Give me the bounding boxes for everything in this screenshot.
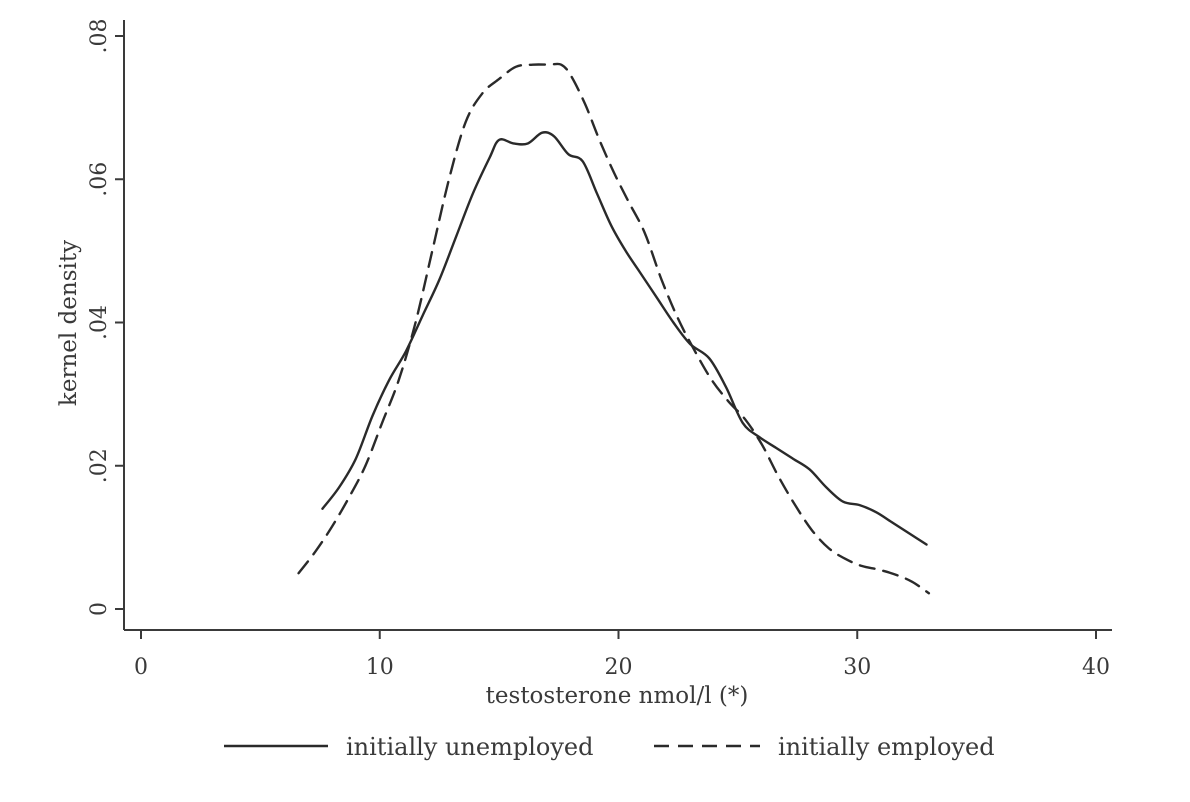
y-tick-label: 0 [87,602,112,616]
y-ticks: 0 .02 .04 .06 .08 [87,19,124,616]
y-tick-label: .06 [87,162,112,197]
x-ticks: 0 10 20 30 40 [134,630,1110,680]
legend-label-initially-employed: initially employed [778,733,995,761]
y-tick-label: .08 [87,19,112,54]
y-tick-label: .02 [87,448,112,483]
x-tick-label: 0 [134,655,148,680]
x-tick-label: 30 [843,655,871,680]
series-group [297,62,931,595]
series-line-initially-unemployed [321,131,928,546]
x-tick-label: 40 [1082,655,1110,680]
x-tick-label: 10 [366,655,394,680]
y-axis-title: kernel density [56,240,82,406]
series-line-initially-employed [297,62,931,595]
y-tick-label: .04 [87,305,112,340]
legend-label-initially-unemployed: initially unemployed [346,733,593,761]
legend: initially unemployed initially employed [224,733,995,761]
x-tick-label: 20 [605,655,633,680]
x-axis-title: testosterone nmol/l (*) [486,683,749,709]
